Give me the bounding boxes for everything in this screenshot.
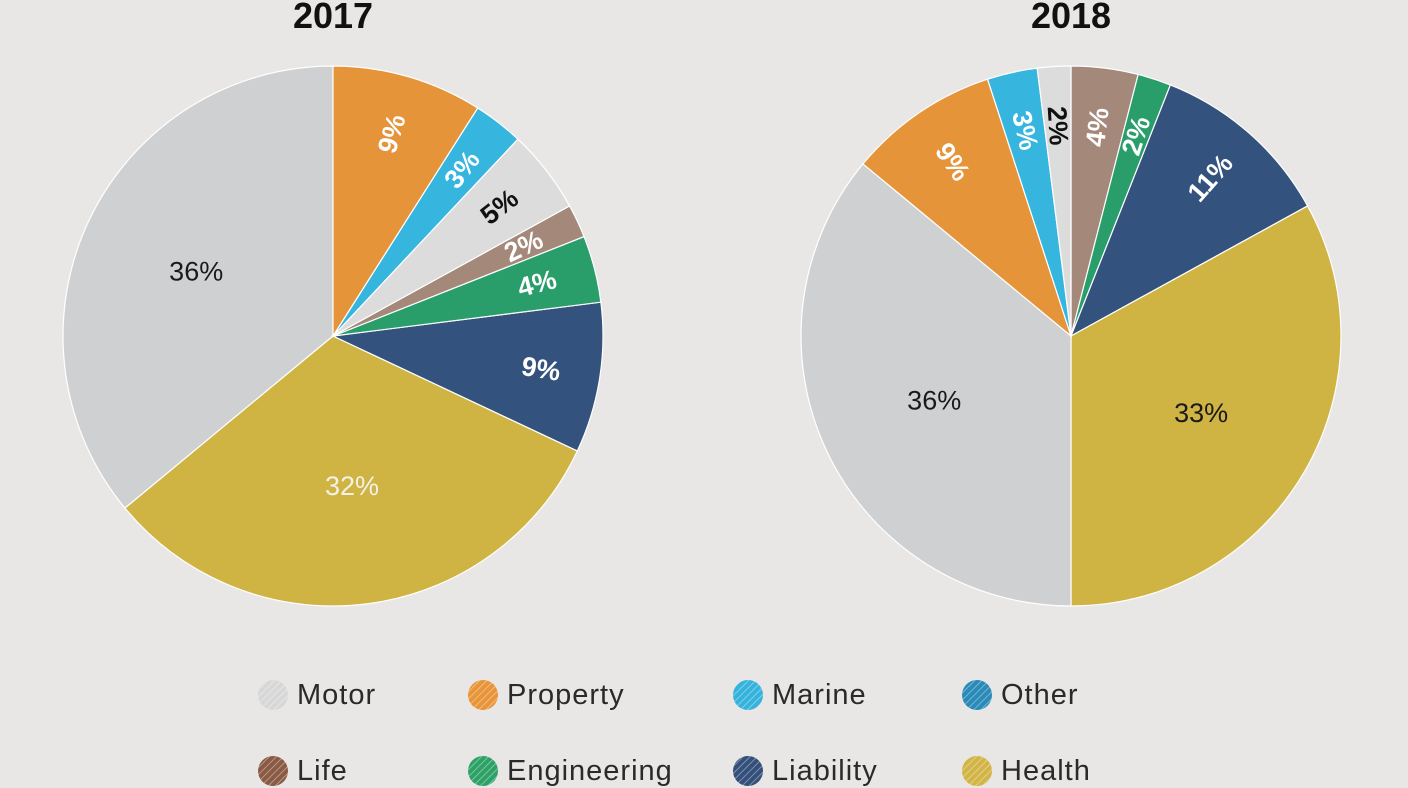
legend-label-health: Health	[1001, 755, 1091, 787]
legend-label-engineering: Engineering	[507, 755, 673, 787]
legend-swatch-life	[258, 756, 288, 786]
legend-swatch-health	[962, 756, 992, 786]
pie-slice-2017-motor	[62, 65, 334, 509]
legend-item-liability: Liability	[733, 755, 878, 787]
legend-label-motor: Motor	[297, 679, 376, 711]
pie-slice-2017-liability	[330, 301, 604, 452]
pie-label-2018-life: 4%	[1080, 106, 1115, 148]
pie-labels-2017: 36%32%9%4%2%5%3%9%	[169, 111, 562, 501]
pie-slices-2018	[800, 65, 1342, 607]
legend-item-health: Health	[962, 755, 1091, 787]
legend-item-other: Other	[962, 679, 1079, 711]
legend-label-liability: Liability	[772, 755, 878, 787]
legend-swatch-other	[962, 680, 992, 710]
pie-slice-2017-health	[124, 335, 579, 607]
pie-chart-2018: 2018 4% 2%11%33%36%9%3%2%	[800, 0, 1342, 607]
legend-item-property: Property	[468, 679, 625, 711]
legend-item-life: Life	[258, 755, 348, 787]
pie-slice-2018-liability	[1069, 84, 1309, 338]
legend-swatch-marine	[733, 680, 763, 710]
legend-label-life: Life	[297, 755, 348, 787]
chart-legend: Motor Property Marine Other Life Engineering L…	[258, 679, 1091, 787]
pie-label-2018-health: 33%	[1174, 398, 1228, 428]
pie-slice-2017-property	[332, 65, 479, 339]
legend-item-motor: Motor	[258, 679, 376, 711]
pie-slice-2018-health	[1070, 205, 1342, 607]
pie-slice-2018-property	[862, 78, 1073, 338]
legend-label-marine: Marine	[772, 679, 867, 711]
legend-swatch-liability	[733, 756, 763, 786]
pie-label-2017-motor: 36%	[169, 257, 223, 287]
pie-slice-2018-other	[1036, 65, 1072, 337]
pie-title-2017: 2017	[293, 0, 373, 36]
legend-label-property: Property	[507, 679, 625, 711]
pie-title-2018: 2018	[1031, 0, 1111, 36]
pie-chart-2017: 2017 36%32%9%4%2%5%3%9%	[62, 0, 604, 607]
legend-label-other: Other	[1001, 679, 1079, 711]
legend-swatch-engineering	[468, 756, 498, 786]
pie-slices-2017	[62, 65, 604, 607]
legend-swatch-property	[468, 680, 498, 710]
pie-label-2017-liability: 9%	[519, 351, 562, 387]
pie-label-2018-motor: 36%	[907, 385, 961, 415]
pie-slice-2018-motor	[800, 163, 1072, 607]
legend-item-engineering: Engineering	[468, 755, 673, 787]
pie-label-2018-other: 2%	[1042, 105, 1074, 146]
pie-label-2017-health: 32%	[325, 471, 379, 501]
legend-swatch-motor	[258, 680, 288, 710]
legend-item-marine: Marine	[733, 679, 867, 711]
